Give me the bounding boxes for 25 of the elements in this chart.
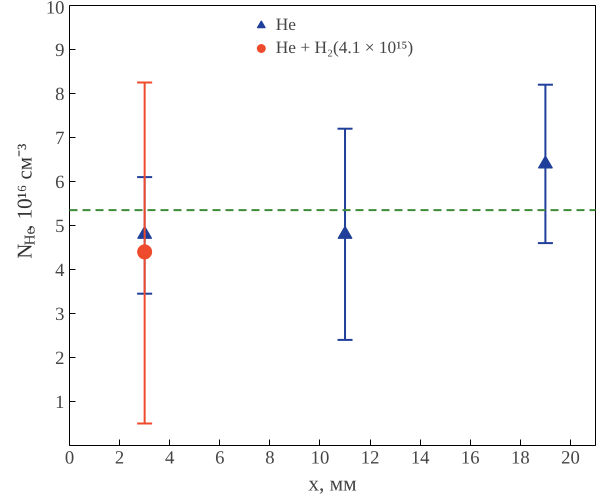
x-tick-label: 2 [114,448,124,468]
y-tick-label: 1 [55,392,64,413]
y-tick-label: 3 [55,304,64,325]
legend-label: He [276,15,296,35]
x-tick-label: 4 [165,448,176,468]
x-tick-label: 12 [360,448,380,468]
y-tick-label: 4 [55,260,66,281]
y-tick-label: 7 [55,128,64,149]
x-tick-label: 16 [460,448,480,468]
x-tick-label: 14 [410,448,430,468]
y-tick-label: 10 [46,0,64,18]
y-tick-label: 2 [55,348,64,369]
legend-label: He + H₂(4.1 × 10¹⁵) [276,38,414,58]
y-tick-label: 6 [55,172,64,193]
x-tick-label: 0 [64,448,74,468]
x-tick-label: 20 [561,448,580,468]
x-axis-title: x, мм [308,472,357,496]
y-tick-label: 8 [55,84,64,105]
y-tick-label: 5 [55,216,64,237]
x-tick-label: 8 [265,448,275,468]
y-tick-label: 9 [55,40,64,61]
x-tick-label: 6 [215,448,224,468]
y-axis-title: NHe, 10¹⁶ см⁻³ [12,144,38,259]
x-tick-label: 18 [511,448,530,468]
x-tick-label: 10 [310,448,330,468]
